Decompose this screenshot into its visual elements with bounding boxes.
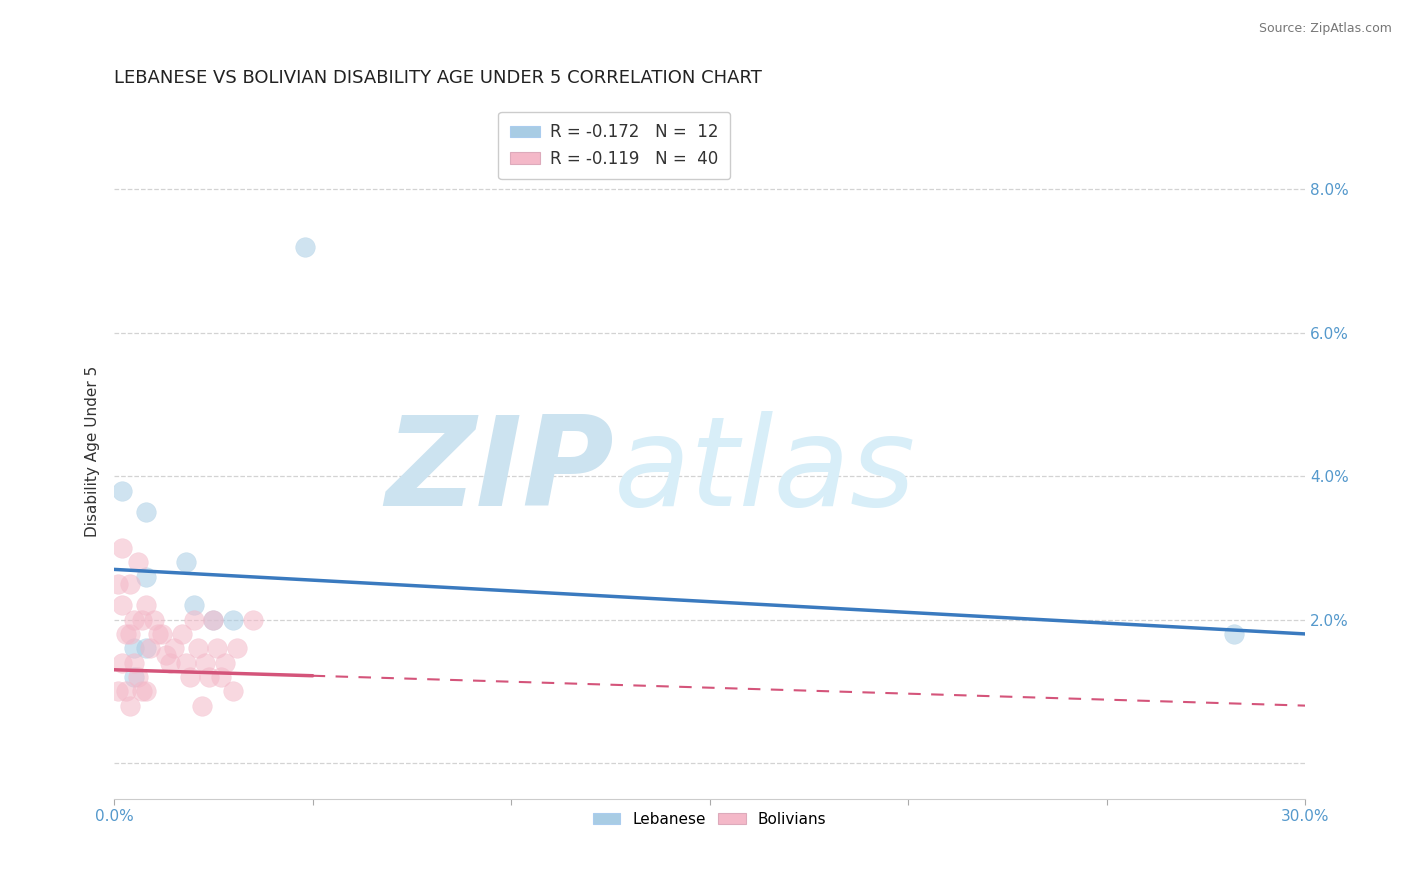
Point [122,656,145,670]
Point [159,656,181,670]
Legend: Lebanese, Bolivians: Lebanese, Bolivians [586,805,832,833]
Point [135,505,157,519]
Point [222,613,245,627]
Point [122,641,145,656]
Point [155,648,177,663]
Point [194,656,217,670]
Point [107,684,129,698]
Point [131,613,153,627]
Point [111,656,134,670]
Point [179,670,201,684]
Point [135,641,157,656]
Text: ZIP: ZIP [385,411,614,533]
Text: LEBANESE VS BOLIVIAN DISABILITY AGE UNDER 5 CORRELATION CHART: LEBANESE VS BOLIVIAN DISABILITY AGE UNDE… [114,69,762,87]
Point [135,684,157,698]
Point [122,613,145,627]
Point [187,641,209,656]
Point [122,670,145,684]
Point [131,684,153,698]
Point [209,670,232,684]
Point [1222,627,1244,641]
Point [120,576,142,591]
Point [174,656,197,670]
Point [115,627,138,641]
Point [294,240,316,254]
Point [214,656,236,670]
Point [111,599,134,613]
Point [222,684,245,698]
Point [242,613,264,627]
Point [107,576,129,591]
Point [163,641,186,656]
Text: Source: ZipAtlas.com: Source: ZipAtlas.com [1258,22,1392,36]
Point [190,698,212,713]
Y-axis label: Disability Age Under 5: Disability Age Under 5 [86,366,100,537]
Text: atlas: atlas [614,411,917,533]
Point [135,569,157,583]
Point [146,627,169,641]
Point [202,613,225,627]
Point [142,613,165,627]
Point [139,641,162,656]
Point [226,641,249,656]
Point [111,483,134,498]
Point [115,684,138,698]
Point [183,599,205,613]
Point [170,627,193,641]
Point [127,670,149,684]
Point [135,599,157,613]
Point [111,541,134,555]
Point [127,555,149,569]
Point [202,613,225,627]
Point [174,555,197,569]
Point [120,698,142,713]
Point [120,627,142,641]
Point [150,627,173,641]
Point [198,670,221,684]
Point [183,613,205,627]
Point [207,641,229,656]
